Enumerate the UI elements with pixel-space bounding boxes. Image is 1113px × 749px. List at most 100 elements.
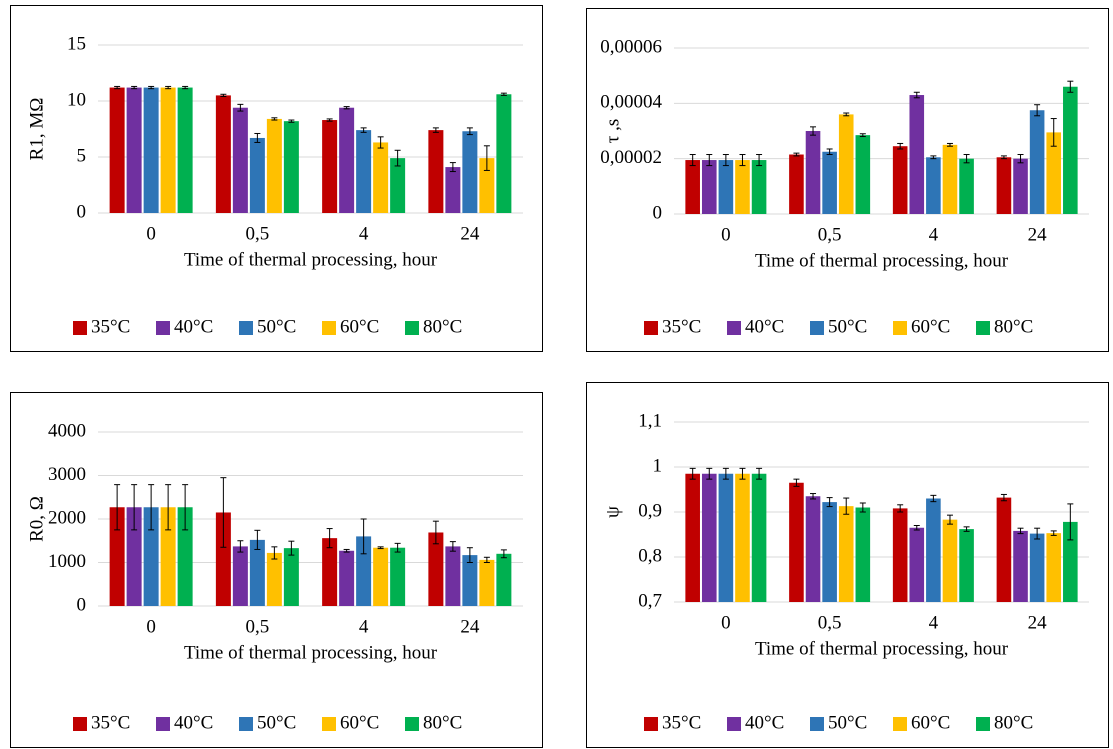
error-bar (739, 467, 746, 480)
bar (735, 160, 750, 214)
error-bar (483, 556, 490, 563)
error-bar (432, 127, 439, 133)
error-bar (739, 154, 746, 167)
legend-swatch (239, 321, 253, 335)
bar (805, 131, 821, 214)
x-tick-label: 0,5 (246, 616, 270, 637)
bar (892, 508, 908, 602)
chart-panel: 0,7 0,8 0,9 1 1,1 ψ 0 0,5 4 24 Time of thermal pro… (586, 382, 1109, 748)
error-bar (826, 497, 833, 508)
x-tick-label: 0,5 (246, 223, 270, 244)
bar (322, 538, 338, 606)
bar (322, 120, 338, 213)
x-tick-label: 4 (929, 224, 939, 245)
error-bar (466, 547, 473, 563)
error-bar (182, 85, 189, 90)
legend-swatch (893, 321, 907, 335)
bar (1063, 521, 1078, 602)
y-axis-title: ψ (602, 506, 623, 518)
bar (855, 507, 871, 602)
bar (805, 496, 821, 602)
bar (479, 158, 495, 213)
legend-label: 80°C (423, 316, 462, 337)
error-bar (254, 529, 261, 550)
x-axis-title: Time of thermal processing, hour (755, 638, 1009, 659)
bar (996, 497, 1012, 602)
error-bar (843, 497, 850, 515)
bar (822, 502, 837, 602)
x-tick-label: 0 (146, 223, 156, 244)
bar (249, 539, 265, 606)
legend-label: 80°C (994, 316, 1033, 337)
legend-label: 40°C (745, 316, 784, 337)
bar (926, 157, 941, 214)
error-bar (689, 467, 696, 480)
bar (373, 142, 389, 213)
y-tick-label: 0,7 (638, 590, 662, 611)
error-bar (165, 484, 172, 531)
error-bar (360, 127, 367, 133)
y-tick-label: 1,1 (638, 410, 662, 431)
error-bar (756, 467, 763, 480)
bar (428, 130, 444, 213)
error-bar (1067, 80, 1074, 93)
bar (838, 506, 854, 602)
legend-label: 35°C (91, 712, 130, 733)
error-bar (394, 542, 401, 553)
bar (143, 507, 159, 606)
bar (701, 473, 717, 602)
x-tick-label: 0,5 (818, 612, 842, 633)
error-bar (913, 525, 920, 531)
error-bar (288, 119, 295, 123)
error-bar (220, 93, 227, 98)
bar (373, 547, 389, 606)
bar (1013, 158, 1028, 214)
bar (751, 473, 767, 602)
error-bar (326, 528, 333, 549)
bar (479, 559, 495, 606)
legend-swatch (73, 321, 87, 335)
error-bar (722, 154, 729, 167)
legend-label: 80°C (423, 712, 462, 733)
error-bar (930, 494, 937, 503)
y-tick-label: 1000 (48, 551, 86, 572)
bar (428, 532, 444, 606)
error-bar (946, 514, 953, 525)
error-bar (810, 126, 817, 136)
bar (909, 527, 925, 602)
y-axis-title: R1, MΩ (26, 98, 47, 161)
error-bar (148, 484, 155, 531)
error-bar (930, 155, 937, 160)
legend-swatch (644, 321, 658, 335)
error-bar (131, 85, 138, 90)
bar (390, 547, 406, 606)
error-bar (897, 504, 904, 513)
error-bar (843, 112, 850, 117)
bar (735, 473, 750, 602)
bar (789, 482, 804, 602)
legend-swatch (810, 717, 824, 731)
y-tick-label: 0,8 (638, 545, 662, 566)
legend-label: 35°C (91, 316, 130, 337)
legend-label: 60°C (911, 712, 950, 733)
chart-panel: 0 5 10 15 R1, MΩ 0 0,5 4 24 Time of thermal proce… (10, 5, 543, 352)
y-tick-label: 0 (653, 202, 663, 223)
error-bar (859, 133, 866, 138)
error-bar (1067, 503, 1074, 541)
error-bar (449, 162, 456, 173)
bar (1046, 533, 1062, 602)
error-bar (220, 477, 227, 548)
bar (160, 87, 176, 213)
chart-panel: 0 0,00002 0,00004 0,00006 τ ,s 0 0,5 4 24 Time of… (586, 8, 1109, 352)
bar (462, 555, 478, 606)
bar (685, 473, 700, 602)
legend-swatch (73, 717, 87, 731)
error-bar (483, 145, 490, 171)
error-bar (237, 540, 244, 553)
legend-swatch (810, 321, 824, 335)
legend-label: 40°C (745, 712, 784, 733)
legend-label: 50°C (257, 712, 296, 733)
y-tick-label: 15 (67, 33, 86, 54)
error-bar (756, 154, 763, 167)
